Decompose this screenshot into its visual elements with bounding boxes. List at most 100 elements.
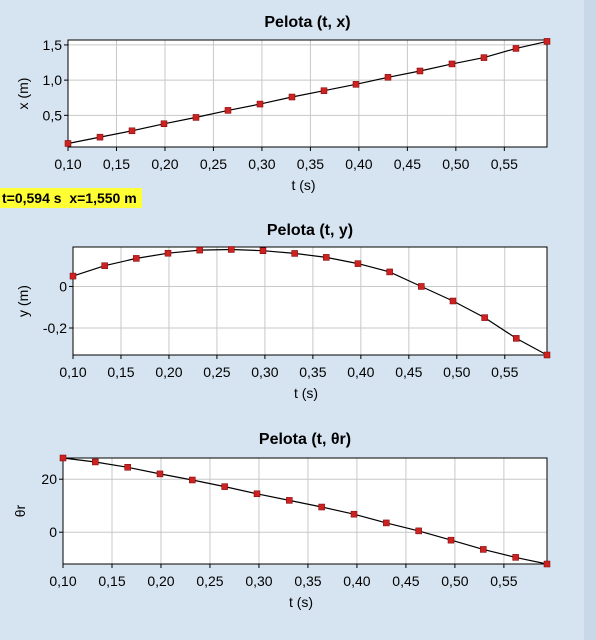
data-point [156, 470, 164, 478]
x-tick-label: 0,45 [392, 573, 419, 589]
x-tick-label: 0,20 [147, 573, 174, 589]
data-point [69, 272, 77, 280]
y-tick-label: 20 [41, 471, 57, 487]
series-line [62, 457, 548, 565]
plot-frame [72, 246, 548, 356]
data-point [415, 527, 422, 535]
data-point [543, 560, 551, 568]
data-point [59, 454, 67, 462]
x-tick-label: 0,15 [103, 156, 130, 172]
x-tick-label: 0,20 [155, 364, 182, 380]
data-point [92, 458, 99, 466]
data-point [224, 107, 232, 114]
x-tick-label: 0,30 [248, 156, 275, 172]
plot-frame [67, 39, 548, 148]
x-tick-label: 0,55 [490, 573, 517, 589]
data-point [480, 546, 487, 553]
chart-title: Pelota (t, y) [267, 222, 353, 239]
x-tick-label: 0,35 [299, 364, 326, 380]
data-point [354, 260, 362, 267]
x-axis-label: t (s) [289, 594, 313, 610]
x-tick-label: 0,40 [345, 156, 372, 172]
x-tick-label: 0,45 [394, 156, 421, 172]
data-point [288, 93, 296, 101]
x-tick-label: 0,30 [245, 573, 272, 589]
y-tick-label: 0,5 [43, 107, 63, 123]
data-point [124, 464, 131, 471]
data-point [64, 140, 72, 147]
data-point [96, 133, 104, 141]
x-tick-label: 0,55 [491, 364, 518, 380]
data-point [543, 351, 551, 359]
data-point [192, 114, 200, 121]
y-axis-label: y (m) [15, 285, 31, 317]
x-tick-label: 0,15 [107, 364, 134, 380]
x-axis-label: t (s) [291, 177, 315, 193]
data-point [291, 250, 298, 257]
x-tick-label: 0,10 [54, 156, 81, 172]
x-tick-label: 0,50 [443, 364, 470, 380]
x-tick-label: 0,25 [196, 573, 223, 589]
data-point [352, 81, 360, 88]
data-point [384, 74, 392, 81]
x-axis-label: t (s) [294, 385, 318, 401]
y-tick-label: 1,0 [43, 72, 63, 88]
data-point [449, 297, 457, 305]
y-axis-label: x (m) [15, 78, 31, 110]
x-tick-label: 0,55 [491, 156, 518, 172]
data-point [447, 536, 455, 544]
plot-frame [62, 457, 548, 565]
x-tick-label: 0,40 [343, 573, 370, 589]
x-tick-label: 0,35 [294, 573, 321, 589]
data-point [323, 254, 330, 261]
data-point [418, 283, 425, 290]
x-tick-label: 0,40 [347, 364, 374, 380]
coordinate-readout: t=0,594 s x=1,550 m [0, 188, 142, 208]
x-tick-label: 0,15 [98, 573, 125, 589]
data-point [259, 247, 267, 254]
data-point [386, 268, 393, 276]
data-point [221, 483, 228, 490]
y-tick-label: 1,5 [43, 37, 63, 53]
data-point [448, 60, 456, 68]
chart-title: Pelota (t, θr) [259, 431, 351, 448]
data-point [416, 67, 424, 75]
data-point [543, 38, 551, 45]
x-tick-label: 0,45 [395, 364, 422, 380]
x-tick-label: 0,30 [251, 364, 278, 380]
chart-2: 0,10 0,15 0,20 0,25 0,30 0,35 0,40 0,45 0,50 0,55… [15, 222, 551, 401]
x-tick-label: 0,10 [49, 573, 76, 589]
data-point [318, 503, 325, 511]
data-point [196, 246, 203, 254]
data-point [513, 335, 520, 342]
data-point [481, 314, 488, 321]
data-point [512, 45, 520, 52]
x-tick-label: 0,50 [441, 573, 468, 589]
plot-area [73, 247, 547, 355]
data-point [286, 497, 293, 504]
data-point [228, 246, 235, 253]
data-point [480, 54, 488, 61]
data-point [253, 490, 261, 498]
chart-3: 0,10 0,15 0,20 0,25 0,30 0,35 0,40 0,45 0,50 0,55… [12, 431, 551, 610]
data-point [133, 255, 140, 262]
series-line [67, 40, 548, 145]
series-line [72, 248, 548, 356]
data-point [189, 476, 196, 484]
chart-title: Pelota (t, x) [264, 14, 350, 31]
y-axis-label: θr [12, 504, 28, 517]
data-point [160, 120, 168, 128]
data-point [320, 87, 328, 94]
data-point [350, 510, 358, 518]
x-tick-label: 0,20 [151, 156, 178, 172]
data-point [512, 554, 519, 561]
data-point [383, 519, 390, 527]
data-point [256, 100, 264, 108]
data-point [164, 249, 172, 257]
y-tick-label: 0 [49, 524, 57, 540]
y-tick-label: -0,2 [43, 320, 67, 336]
x-tick-label: 0,25 [200, 156, 227, 172]
y-tick-label: 0 [59, 278, 67, 294]
x-tick-label: 0,25 [203, 364, 230, 380]
